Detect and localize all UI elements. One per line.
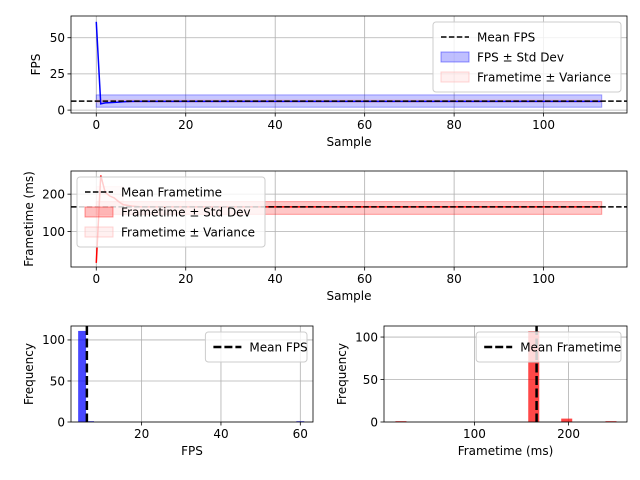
x-tick-label: 0 [92, 118, 100, 132]
x-tick-label: 40 [268, 118, 283, 132]
x-tick-label: 20 [134, 427, 149, 441]
legend-label: Frametime ± Std Dev [121, 205, 251, 219]
y-tick-label: 0 [57, 415, 65, 429]
x-axis-label: Frametime (ms) [458, 444, 554, 458]
frametime-hist-axes: 100 200 0 50 100 Frametime (ms) Frequency Mean … [335, 325, 628, 458]
fps-axes: 0 20 40 60 80 100 0 25 50 Sample FPS Mean FPS FPS ± … [29, 15, 628, 149]
fps-hist-axes: 20 40 60 0 50 100 FPS Frequency Mean FPS [22, 325, 314, 458]
x-tick-label: 100 [532, 272, 555, 286]
y-tick-label: 0 [370, 415, 378, 429]
y-tick-label: 50 [50, 374, 65, 388]
x-tick-label: 60 [357, 272, 372, 286]
axes-frame [70, 325, 314, 423]
x-tick-label: 20 [178, 118, 193, 132]
x-tick-label: 60 [357, 118, 372, 132]
x-axis-label: Sample [327, 135, 372, 149]
y-axis-label: FPS [29, 54, 43, 76]
y-tick-label: 0 [57, 103, 65, 117]
x-tick-label: 80 [446, 272, 461, 286]
y-tick-label: 100 [42, 225, 65, 239]
histogram-bar [296, 421, 305, 422]
legend: Mean Frametime [475, 331, 622, 363]
legend: Mean FPS [204, 331, 308, 363]
histogram-bar [86, 421, 95, 422]
legend: Mean Frametime Frametime ± Std Dev Frameti… [76, 176, 266, 248]
y-tick-label: 50 [363, 373, 378, 387]
plot-area [71, 21, 627, 108]
legend-label: Mean Frametime [121, 185, 222, 199]
legend-label: Mean FPS [477, 30, 535, 44]
histogram-bar [605, 421, 617, 422]
axes-frame [70, 15, 628, 114]
legend-label: FPS ± Std Dev [477, 50, 564, 64]
y-axis-label: Frequency [335, 343, 349, 405]
histogram-bar [561, 418, 573, 422]
legend-band-swatch [440, 51, 470, 63]
x-tick-label: 40 [268, 272, 283, 286]
y-tick-label: 25 [50, 67, 65, 81]
y-tick-label: 100 [42, 333, 65, 347]
axes-frame [383, 325, 628, 423]
x-tick-label: 80 [446, 118, 461, 132]
frametime-axes: 0 20 40 60 80 100 100 200 Sample Frametime (ms) Me… [22, 170, 628, 303]
x-tick-label: 100 [463, 427, 486, 441]
legend-band-swatch [84, 226, 114, 238]
y-tick-label: 100 [355, 330, 378, 344]
legend-frame [204, 331, 308, 363]
x-tick-label: 40 [213, 427, 228, 441]
legend-frame [432, 21, 622, 93]
legend: Mean FPS FPS ± Std Dev Frametime ± Varianc… [432, 21, 622, 93]
legend-label: Frametime ± Variance [477, 70, 611, 84]
histogram-bar [78, 330, 87, 422]
y-axis-label: Frequency [22, 343, 36, 405]
histogram-bar [528, 331, 540, 422]
plot-area [78, 326, 305, 422]
legend-frame [76, 176, 266, 248]
legend-label: Frametime ± Variance [121, 225, 255, 239]
x-tick-label: 60 [293, 427, 308, 441]
x-tick-label: 200 [557, 427, 580, 441]
x-axis-label: FPS [181, 444, 203, 458]
x-axis-label: Sample [327, 289, 372, 303]
legend-band-swatch [440, 71, 470, 83]
x-tick-label: 20 [178, 272, 193, 286]
legend-label: Mean FPS [249, 340, 307, 354]
y-axis-label: Frametime (ms) [22, 171, 36, 267]
y-tick-label: 50 [50, 31, 65, 45]
legend-label: Mean Frametime [520, 340, 621, 354]
legend-frame [475, 331, 622, 363]
legend-band-swatch [84, 206, 114, 218]
histogram-bar [395, 421, 407, 422]
x-tick-label: 0 [92, 272, 100, 286]
x-tick-label: 100 [532, 118, 555, 132]
axes-frame [70, 170, 628, 268]
y-tick-label: 200 [42, 187, 65, 201]
